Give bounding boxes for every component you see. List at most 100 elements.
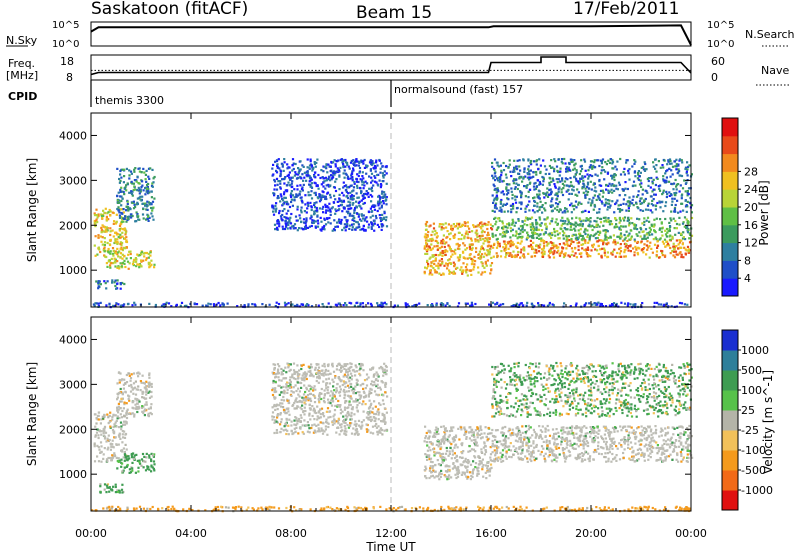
- echo-cell-r8: [586, 193, 589, 196]
- echo-cell-r4: [367, 192, 370, 195]
- echo-cell-r4: [298, 170, 301, 173]
- echo-cell-r8: [673, 206, 677, 210]
- echo-cell-r7: [619, 234, 622, 237]
- echo-cell-r4: [282, 385, 285, 388]
- echo-cell-r4: [275, 207, 278, 210]
- echo-cell-r4: [288, 218, 291, 221]
- echo-cell-r1: [113, 257, 116, 260]
- echo-cell-r3: [150, 395, 153, 398]
- echo-cell-r3: [118, 371, 121, 374]
- echo-cell-r1: [145, 251, 149, 255]
- echo-cell-r4: [309, 194, 312, 197]
- echo-cell-r4: [365, 164, 368, 167]
- echo-cell-r8: [494, 204, 497, 207]
- echo-cell-r1: [141, 452, 145, 456]
- echo-cell-r3: [149, 407, 152, 410]
- echo-cell-r1: [144, 251, 147, 255]
- echo-cell-r4: [361, 171, 364, 174]
- echo-cell-r4: [370, 161, 373, 164]
- echo-cell-r4: [295, 397, 298, 400]
- echo-cell-r4: [358, 394, 361, 397]
- echo-cell-r4: [348, 367, 351, 371]
- echo-cell-r3: [148, 381, 151, 384]
- echo-cell-r7: [631, 222, 634, 225]
- echo-cell-r8: [581, 187, 584, 190]
- echo-cell-r9: [446, 302, 449, 305]
- echo-cell-r7: [542, 233, 545, 236]
- echo-cell-r9: [369, 302, 373, 305]
- echo-cell-r8: [586, 185, 589, 188]
- echo-cell-r4: [359, 396, 362, 399]
- echo-cell-r9: [123, 303, 126, 306]
- echo-cell-r5: [433, 245, 436, 248]
- echo-cell-r3: [125, 373, 128, 377]
- echo-cell-r5: [485, 264, 488, 267]
- echo-cell-r4: [303, 397, 306, 400]
- echo-cell-r8: [586, 181, 590, 184]
- echo-cell-r9: [591, 303, 594, 306]
- echo-cell-r4: [273, 178, 276, 182]
- echo-cell-r6: [573, 247, 576, 250]
- echo-cell-r0: [121, 218, 124, 221]
- echo-cell-r4: [310, 178, 313, 181]
- echo-cell-r6: [533, 255, 537, 258]
- echo-cell-r0: [96, 414, 99, 418]
- echo-cell-r3: [121, 397, 124, 400]
- echo-cell-r5: [431, 247, 434, 250]
- echo-cell-r4: [370, 226, 373, 229]
- echo-cell-r4: [294, 430, 297, 434]
- echo-cell-r8: [665, 170, 668, 173]
- echo-cell-r6: [496, 242, 500, 245]
- echo-cell-r7: [665, 235, 668, 238]
- echo-cell-r1: [126, 260, 130, 263]
- echo-cell-r3: [137, 385, 140, 388]
- echo-cell-r4: [338, 378, 341, 381]
- echo-cell-r4: [274, 387, 277, 390]
- echo-cell-r6: [580, 255, 583, 258]
- echo-cell-r8: [524, 195, 527, 198]
- echo-cell-r3: [130, 383, 133, 387]
- echo-cell-r7: [620, 225, 623, 228]
- echo-cell-r5: [486, 259, 489, 262]
- echo-cell-r4: [348, 227, 351, 230]
- echo-cell-r0: [119, 241, 122, 244]
- echo-cell-r4: [379, 167, 382, 170]
- echo-cell-r5: [451, 253, 454, 256]
- echo-cell-r4: [347, 412, 350, 415]
- echo-cell-r5: [449, 262, 453, 265]
- echo-cell-r4: [305, 179, 308, 182]
- echo-cell-r8: [674, 165, 677, 168]
- echo-cell-r4: [290, 192, 293, 195]
- echo-cell-r7: [574, 233, 577, 236]
- echo-cell-r8: [568, 192, 571, 195]
- echo-cell-r4: [283, 191, 286, 194]
- echo-cell-r1: [134, 471, 137, 474]
- echo-cell-r4: [363, 184, 366, 187]
- echo-cell-r7: [584, 232, 587, 236]
- echo-cell-r4: [285, 212, 288, 215]
- echo-cell-r7: [589, 234, 593, 237]
- echo-cell-r7: [602, 224, 605, 227]
- echo-cell-r8: [535, 173, 538, 176]
- echo-cell-r8: [513, 159, 516, 162]
- echo-cell-r4: [293, 174, 296, 177]
- echo-cell-r3: [116, 396, 119, 399]
- echo-cell-r4: [322, 380, 325, 383]
- echo-cell-r4: [302, 432, 305, 435]
- echo-cell-r3: [119, 287, 122, 290]
- echo-cell-r9: [441, 303, 444, 307]
- echo-cell-r7: [519, 225, 522, 228]
- echo-cell-r8: [626, 187, 629, 191]
- echo-cell-r8: [538, 183, 541, 186]
- echo-cell-r8: [684, 167, 687, 171]
- echo-cell-r7: [682, 231, 685, 234]
- echo-cell-r4: [355, 158, 358, 161]
- echo-cell-r8: [576, 188, 579, 191]
- echo-cell-r7: [502, 225, 505, 228]
- echo-cell-r4: [380, 218, 383, 222]
- echo-cell-r4: [373, 222, 376, 225]
- echo-cell-r8: [664, 172, 667, 175]
- echo-cell-r2: [111, 489, 114, 492]
- echo-cell-r4: [347, 390, 351, 393]
- echo-cell-r8: [539, 164, 542, 167]
